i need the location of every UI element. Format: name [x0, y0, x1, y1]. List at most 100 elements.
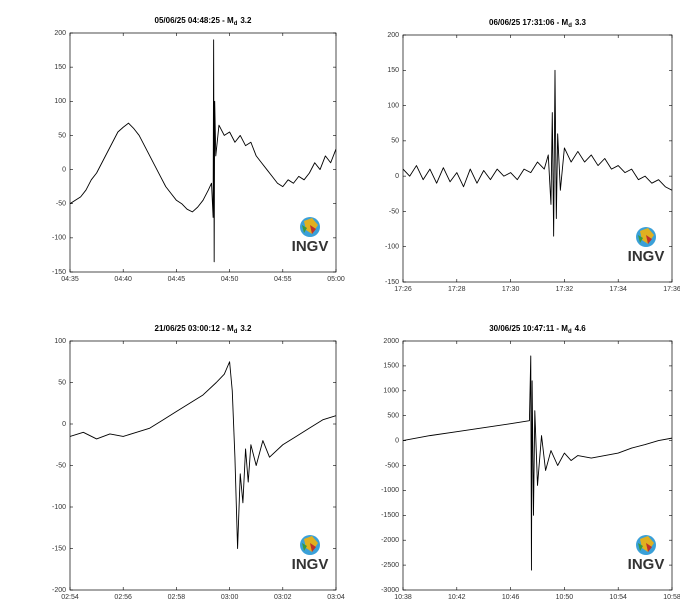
x-tick-label: 10:42 — [448, 594, 466, 601]
y-tick-label: 150 — [54, 64, 66, 71]
x-tick-label: 03:04 — [327, 594, 345, 601]
title-main: 05/06/25 04:48:25 - M — [155, 16, 234, 25]
y-tick-label: 0 — [395, 173, 399, 180]
x-tick-label: 04:50 — [221, 276, 239, 283]
y-tick-label: 1500 — [383, 363, 399, 370]
y-tick-label: -1500 — [381, 512, 399, 519]
x-tick-label: 10:54 — [609, 594, 627, 601]
y-tick-label: -150 — [52, 269, 66, 276]
y-tick-label: 50 — [58, 379, 66, 386]
y-tick-label: -1000 — [381, 487, 399, 494]
seismogram-trace — [403, 355, 672, 571]
plot — [70, 361, 336, 549]
y-tick-label: 50 — [391, 138, 399, 145]
y-tick-label: 2000 — [383, 338, 399, 345]
x-tick-label: 17:30 — [502, 286, 520, 293]
logo-text: INGV — [628, 556, 665, 573]
logo-land — [310, 225, 316, 234]
title-suffix: 3.2 — [240, 16, 252, 25]
plot-frame — [402, 340, 673, 591]
y-tick-label: -100 — [385, 244, 399, 251]
y-tick-label: 150 — [387, 67, 399, 74]
logo-land — [302, 225, 307, 233]
y-tick-label: 0 — [62, 421, 66, 428]
x-tick-label: 10:38 — [394, 594, 412, 601]
y-tick-label: -2500 — [381, 562, 399, 569]
title-main: 30/06/25 10:47:11 - M — [489, 324, 568, 333]
y-tick-label: 0 — [62, 166, 66, 173]
x-tick-label: 04:55 — [274, 276, 292, 283]
x-tick-label: 04:35 — [61, 276, 79, 283]
y-tick-label: 200 — [387, 32, 399, 39]
logo-text: INGV — [628, 248, 665, 265]
x-tick-label: 02:56 — [114, 594, 132, 601]
seismogram-chart: 06/06/25 17:31:06 - Md 3.3 -150 -100 -50 0 50 1… — [385, 18, 680, 293]
logo-land — [638, 235, 643, 243]
x-tick-label: 03:00 — [221, 594, 239, 601]
chart-title: 06/06/25 17:31:06 - Md 3.3 — [489, 18, 587, 28]
x-tick-label: 10:58 — [663, 594, 680, 601]
x-tick-label: 10:46 — [502, 594, 520, 601]
chart-title: 30/06/25 10:47:11 - Md 4.6 — [489, 324, 586, 334]
y-tick-label: -150 — [385, 279, 399, 286]
y-tick-label: 200 — [54, 30, 66, 37]
y-tick-label: 500 — [387, 413, 399, 420]
x-tick-label: 05:00 — [327, 276, 345, 283]
x-tick-label: 02:54 — [61, 594, 79, 601]
y-tick-label: 50 — [58, 132, 66, 139]
title-main: 06/06/25 17:31:06 - M — [489, 18, 568, 27]
chart-title: 05/06/25 04:48:25 - Md 3.2 — [155, 16, 253, 26]
title-subscript: d — [234, 21, 238, 27]
y-tick-label: -500 — [385, 462, 399, 469]
seismogram-chart: 21/06/25 03:00:12 - Md 3.2 -200 -150 -100 -50… — [52, 324, 345, 601]
x-tick-label: 02:58 — [168, 594, 186, 601]
logo-text: INGV — [292, 238, 329, 255]
y-tick-label: -50 — [389, 208, 399, 215]
logo-land — [638, 543, 643, 551]
seismogram-trace — [70, 39, 336, 263]
title-suffix: 3.3 — [575, 18, 587, 27]
x-tick-label: 04:40 — [114, 276, 132, 283]
x-tick-label: 04:45 — [168, 276, 186, 283]
seismogram-trace — [403, 69, 672, 237]
logo-land — [302, 543, 307, 551]
y-tick-label: 100 — [54, 338, 66, 345]
plot — [403, 355, 672, 571]
logo-land — [310, 543, 316, 552]
y-tick-label: 0 — [395, 437, 399, 444]
x-tick-label: 17:32 — [556, 286, 574, 293]
y-tick-label: -150 — [52, 545, 66, 552]
title-subscript: d — [234, 329, 238, 335]
x-tick-label: 03:02 — [274, 594, 292, 601]
y-tick-label: 100 — [54, 98, 66, 105]
x-tick-label: 17:26 — [394, 286, 412, 293]
y-tick-label: -200 — [52, 587, 66, 594]
plot-frame — [69, 340, 337, 591]
chart-title: 21/06/25 03:00:12 - Md 3.2 — [155, 324, 253, 334]
y-tick-label: 1000 — [383, 388, 399, 395]
y-tick-label: 100 — [387, 102, 399, 109]
y-tick-label: -100 — [52, 235, 66, 242]
logo-land — [646, 235, 652, 244]
logo-text: INGV — [292, 556, 329, 573]
title-subscript: d — [568, 329, 572, 335]
title-main: 21/06/25 03:00:12 - M — [155, 324, 234, 333]
y-tick-label: -50 — [56, 462, 66, 469]
title-suffix: 3.2 — [240, 324, 252, 333]
plot — [70, 39, 336, 263]
seismogram-chart: 30/06/25 10:47:11 - Md 4.6 -3000 -2500 -2000… — [381, 324, 680, 601]
x-tick-label: 17:36 — [663, 286, 680, 293]
seismogram-trace — [70, 361, 336, 549]
y-tick-label: -2000 — [381, 537, 399, 544]
y-tick-label: -50 — [56, 201, 66, 208]
y-tick-label: -3000 — [381, 587, 399, 594]
plot — [403, 69, 672, 237]
plot-frame — [402, 34, 673, 283]
title-suffix: 4.6 — [575, 324, 587, 333]
x-tick-label: 10:50 — [556, 594, 574, 601]
seismogram-chart: 05/06/25 04:48:25 - Md 3.2 -150 -100 -50 0 50 1… — [52, 16, 345, 283]
x-tick-label: 17:28 — [448, 286, 466, 293]
plot-frame — [69, 32, 337, 273]
title-subscript: d — [568, 23, 572, 29]
